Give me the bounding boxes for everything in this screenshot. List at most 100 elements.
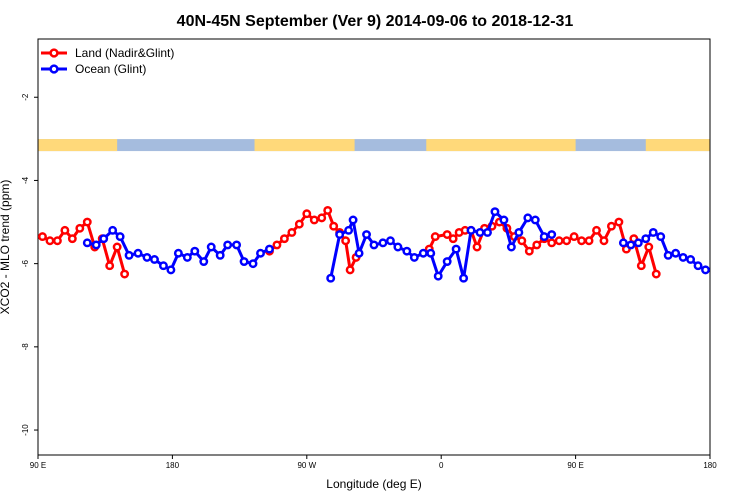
series-0-point-2-21 xyxy=(577,236,587,246)
axes: 90 E 180 90 W 0 90 E 180 -2 -4 -6 -8 -10 xyxy=(21,93,717,470)
series-1-point-2-1 xyxy=(626,240,636,250)
y-tick-label-4: -10 xyxy=(21,424,30,436)
series-0-point-1-7 xyxy=(317,213,327,223)
series-1-point-2-4 xyxy=(648,227,658,237)
series-1-point-1-12 xyxy=(418,248,428,258)
series-0-point-2-18 xyxy=(554,236,564,246)
series-0-point-2-1 xyxy=(430,232,440,242)
series-0-point-2-2 xyxy=(442,230,452,239)
series-0-point-1-12 xyxy=(345,265,355,275)
series-0-point-0-3 xyxy=(60,225,70,235)
series-0-point-1-5 xyxy=(302,209,312,219)
x-axis-label: Longitude (deg E) xyxy=(326,477,421,491)
series-1-point-0-19 xyxy=(239,257,249,267)
series-1-point-0-17 xyxy=(223,240,233,250)
series-1-point-2-8 xyxy=(678,252,688,262)
series-1-point-0-12 xyxy=(182,252,192,262)
series-0-point-2-23 xyxy=(592,225,601,235)
series-1-line-1 xyxy=(329,210,553,280)
y-axis-label: XCO2 - MLO trend (ppm) xyxy=(0,180,12,315)
x-tick-label-4: 90 E xyxy=(567,461,583,470)
series-1-point-1-23 xyxy=(506,242,516,252)
series-1-point-1-7 xyxy=(378,238,388,248)
legend-marker-0 xyxy=(49,48,59,58)
x-tick-label-3: 0 xyxy=(439,461,444,470)
series-0-point-0-2 xyxy=(52,236,62,246)
series-1-point-2-2 xyxy=(633,238,643,248)
series-1-point-0-3 xyxy=(108,225,118,235)
series-1-point-0-20 xyxy=(248,259,258,269)
series-1-point-2-10 xyxy=(693,261,703,271)
series-0-point-1-9 xyxy=(329,221,339,231)
series-1-point-1-0 xyxy=(326,273,336,283)
series-1-point-1-21 xyxy=(490,207,500,217)
series-1-point-2-0 xyxy=(618,238,628,248)
series-1-point-0-9 xyxy=(158,261,168,271)
series-1-point-1-8 xyxy=(385,236,395,246)
series-0-point-2-22 xyxy=(584,236,594,246)
series-1-point-1-28 xyxy=(547,230,557,239)
series-1 xyxy=(82,207,710,283)
series-1-point-1-24 xyxy=(514,227,524,237)
series-1-point-0-10 xyxy=(166,265,176,275)
series-0-point-1-8 xyxy=(323,205,333,215)
series-1-point-2-11 xyxy=(701,265,710,275)
series-1-point-0-15 xyxy=(206,242,216,252)
legend-marker-1 xyxy=(49,64,59,74)
series-layer xyxy=(38,205,710,283)
series-0-point-0-10 xyxy=(112,242,122,252)
series-1-point-0-22 xyxy=(265,244,274,254)
series-1-point-1-1 xyxy=(335,230,345,239)
land-band-0 xyxy=(38,139,118,152)
series-1-point-1-16 xyxy=(451,244,461,254)
series-1-point-0-4 xyxy=(115,232,125,242)
series-1-point-1-19 xyxy=(475,227,485,237)
chart-title: 40N-45N September (Ver 9) 2014-09-06 to … xyxy=(177,13,574,30)
series-0-point-1-4 xyxy=(294,219,304,229)
series-0-point-2-25 xyxy=(606,221,616,231)
x-tick-label-5: 180 xyxy=(703,461,717,470)
series-1-point-1-14 xyxy=(433,271,443,281)
series-0-point-2-13 xyxy=(517,236,527,246)
series-0-point-2-31 xyxy=(651,269,661,279)
series-1-point-1-2 xyxy=(344,225,354,235)
land-band-1 xyxy=(254,139,355,152)
legend: Land (Nadir&Glint) Ocean (Glint) xyxy=(41,46,174,76)
y-tick-label-1: -4 xyxy=(21,176,30,184)
series-1-point-0-2 xyxy=(99,234,109,244)
series-1-point-0-5 xyxy=(124,250,134,260)
series-1-point-1-6 xyxy=(369,240,379,250)
series-0-point-2-19 xyxy=(562,236,572,246)
series-0-point-0-4 xyxy=(67,234,77,244)
series-0-point-2-30 xyxy=(644,242,654,252)
series-1-point-2-3 xyxy=(641,234,651,244)
series-1-point-1-20 xyxy=(483,227,492,237)
series-0-point-2-3 xyxy=(448,234,458,244)
series-1-point-2-7 xyxy=(671,248,681,258)
series-1-point-1-3 xyxy=(348,215,358,225)
series-1-point-0-14 xyxy=(199,257,209,267)
series-0-point-0-11 xyxy=(120,269,130,279)
series-0-point-0-0 xyxy=(38,232,47,242)
series-0-point-2-26 xyxy=(614,217,624,227)
series-1-point-1-15 xyxy=(442,257,452,267)
land-band-3 xyxy=(645,139,710,152)
series-0-point-1-3 xyxy=(287,227,297,237)
series-1-point-1-27 xyxy=(539,232,549,242)
series-0-point-0-1 xyxy=(45,236,55,246)
x-tick-label-1: 180 xyxy=(166,461,180,470)
y-tick-label-2: -6 xyxy=(21,260,30,268)
series-0-point-1-2 xyxy=(279,234,289,244)
series-0-point-2-24 xyxy=(599,236,609,246)
plot-frame xyxy=(37,38,711,456)
series-0-point-1-11 xyxy=(341,236,351,246)
series-1-point-0-13 xyxy=(190,246,200,256)
series-1-point-1-4 xyxy=(354,248,364,258)
series-1-point-1-22 xyxy=(499,215,509,225)
series-1-point-0-1 xyxy=(91,240,101,250)
series-1-point-0-18 xyxy=(232,240,242,250)
series-0-point-1-6 xyxy=(309,215,319,225)
series-0-point-2-20 xyxy=(569,232,579,242)
series-1-point-2-5 xyxy=(656,232,666,242)
